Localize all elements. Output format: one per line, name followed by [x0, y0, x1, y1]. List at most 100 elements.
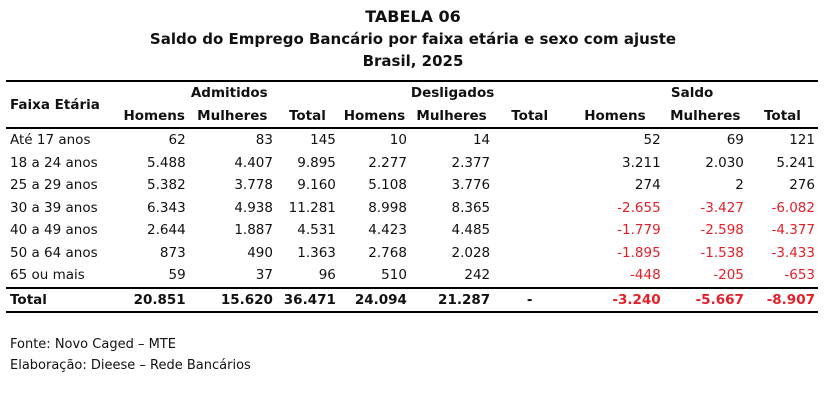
table-cell: -5.667 — [663, 286, 747, 313]
age-label: 25 a 29 anos — [10, 177, 98, 194]
table-cell: 9.160 — [297, 177, 336, 194]
table-cell: 5.488 — [147, 154, 186, 171]
col-header: Total — [493, 104, 567, 129]
table-cell: 1.363 — [297, 244, 336, 261]
table-cell: 2.028 — [451, 244, 491, 261]
table-row: 30 a 39 anos 6.343 4.938 11.281 8.998 8.365 -2… — [6, 197, 818, 220]
table-row: 25 a 29 anos 5.382 3.778 9.160 5.108 3.776 274… — [6, 174, 818, 197]
table-row: 50 a 64 anos 873 490 1.363 2.768 2.028 -1.895 -… — [6, 242, 818, 265]
table-cell: 5.241 — [776, 154, 815, 171]
table-cell: 6.343 — [147, 199, 186, 216]
col-header: Mulheres — [409, 104, 494, 129]
table-cell: 274 — [634, 177, 661, 194]
table-cell: 276 — [789, 177, 815, 194]
table-cell: -2.598 — [700, 222, 744, 239]
table-cell: 8.998 — [368, 199, 407, 216]
table-cell: 21.287 — [409, 286, 494, 313]
table-cell: -3.240 — [566, 286, 664, 313]
table-row: 65 ou mais 59 37 96 510 242 -448 -205 -653 — [6, 264, 818, 288]
table-cell: 59 — [168, 267, 186, 284]
age-label: 65 ou mais — [10, 267, 85, 284]
table-cell: 5.382 — [147, 177, 186, 194]
table-cell: 2.030 — [705, 154, 744, 171]
table-cell — [493, 197, 566, 220]
table-body: Até 17 anos 62 83 145 10 14 52 69 121 18 a 24 ano… — [6, 128, 818, 313]
table-cell: -1.779 — [617, 222, 661, 239]
group-header-saldo: Saldo — [670, 85, 714, 102]
table-cell: 4.938 — [234, 199, 273, 216]
table-cell: 873 — [159, 244, 186, 261]
age-label: 50 a 64 anos — [10, 244, 98, 261]
table-cell — [493, 174, 566, 197]
table-cell: 4.485 — [451, 222, 491, 239]
col-header: Homens — [566, 104, 664, 129]
table-cell: - — [493, 286, 567, 313]
table-notes: Fonte: Novo Caged – MTE Elaboração: Diee… — [10, 334, 251, 376]
table-number: TABELA 06 — [365, 7, 461, 26]
table-header: Faixa Etária Admitidos Desligados Saldo … — [6, 81, 818, 129]
age-label: 30 a 39 anos — [10, 199, 98, 216]
table-cell: 121 — [789, 132, 815, 149]
table-cell: 4.531 — [297, 222, 336, 239]
total-row: Total 20.851 15.620 36.471 24.094 21.287- -3.2… — [6, 286, 818, 313]
table-subtitle: Brasil, 2025 — [362, 52, 464, 70]
table-cell: -8.907 — [746, 286, 818, 313]
table-cell: -4.377 — [771, 222, 815, 239]
table-cell: 3.778 — [234, 177, 273, 194]
table-cell: 3.776 — [451, 177, 491, 194]
table-cell: 11.281 — [288, 199, 336, 216]
table-cell: 20.851 — [119, 286, 189, 313]
table-cell: 4.407 — [234, 154, 273, 171]
table-cell: 96 — [318, 267, 336, 284]
table-cell: 3.211 — [622, 154, 661, 171]
col-header: Homens — [338, 104, 410, 129]
table-cell: 4.423 — [368, 222, 407, 239]
table-row: 40 a 49 anos 2.644 1.887 4.531 4.423 4.485 -1.… — [6, 219, 818, 242]
age-header: Faixa Etária — [6, 81, 120, 129]
table-cell: 52 — [643, 132, 661, 149]
table-cell: 8.365 — [451, 199, 491, 216]
table-cell: 83 — [255, 132, 273, 149]
table-cell: 10 — [389, 132, 407, 149]
table-cell: -3.427 — [700, 199, 744, 216]
table-cell: 24.094 — [338, 286, 410, 313]
group-header-desligados: Desligados — [410, 85, 495, 102]
table-cell: -6.082 — [771, 199, 815, 216]
table-cell: -653 — [784, 267, 815, 284]
table-cell: 5.108 — [368, 177, 407, 194]
table-cell — [493, 152, 566, 175]
table-cell: 490 — [247, 244, 273, 261]
table-cell: 14 — [472, 132, 491, 149]
employment-table: Faixa Etária Admitidos Desligados Saldo … — [6, 80, 818, 313]
table-cell: -205 — [713, 267, 744, 284]
table-cell: 2 — [735, 177, 744, 194]
col-header: Total — [746, 104, 818, 129]
table-cell: -1.538 — [700, 244, 744, 261]
table-cell: -2.655 — [617, 199, 661, 216]
table-cell: 2.377 — [451, 154, 491, 171]
table-cell: 510 — [381, 267, 407, 284]
col-header: Total — [275, 104, 339, 129]
table-cell: 2.768 — [368, 244, 407, 261]
table-cell: 145 — [310, 132, 336, 149]
table-cell — [493, 219, 566, 242]
age-label: 18 a 24 anos — [10, 154, 98, 171]
col-header: Homens — [119, 104, 189, 129]
table-cell — [493, 242, 566, 265]
age-label: 40 a 49 anos — [10, 222, 98, 239]
table-cell: -448 — [630, 267, 661, 284]
col-header: Mulheres — [663, 104, 747, 129]
table-cell — [493, 264, 566, 288]
table-cell — [493, 128, 566, 152]
table-cell: 37 — [255, 267, 273, 284]
table-cell: -1.895 — [617, 244, 661, 261]
table-cell: 2.644 — [147, 222, 186, 239]
table-row: Até 17 anos 62 83 145 10 14 52 69 121 — [6, 128, 818, 152]
table-cell: 69 — [726, 132, 744, 149]
col-header: Mulheres — [188, 104, 276, 129]
age-label: Até 17 anos — [10, 132, 91, 149]
table-cell: 1.887 — [234, 222, 273, 239]
table-row: 18 a 24 anos 5.488 4.407 9.895 2.277 2.377 3.2… — [6, 152, 818, 175]
table-cell: -3.433 — [771, 244, 815, 261]
table-cell: 2.277 — [368, 154, 407, 171]
